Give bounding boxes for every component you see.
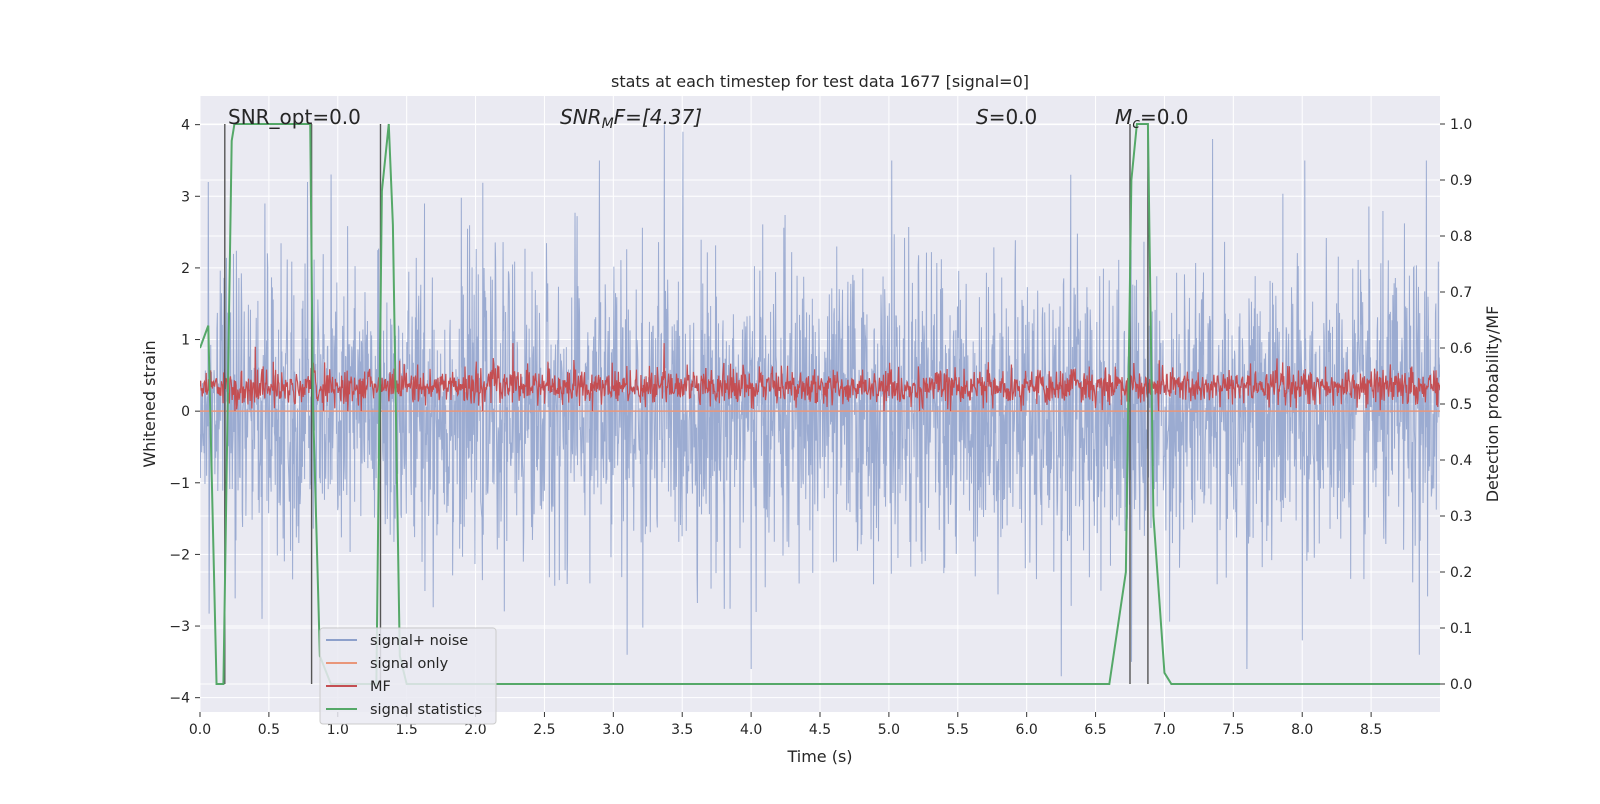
x-tick-label: 0.5 [258,722,280,738]
y-tick-label-right: 0.8 [1450,229,1472,245]
x-tick-label: 3.0 [602,722,624,738]
x-tick-label: 6.5 [1084,722,1106,738]
series-signal-plus-noise [200,124,1440,677]
y-tick-label-right: 0.0 [1450,677,1472,693]
y-axis-label-left: Whitened strain [140,340,159,467]
y-tick-label-right: 0.9 [1450,173,1472,189]
x-tick-label: 4.5 [809,722,831,738]
x-tick-label: 1.0 [327,722,349,738]
x-tick-label: 5.0 [878,722,900,738]
series [200,123,1440,685]
x-tick-label: 8.5 [1360,722,1382,738]
y-tick-label-left: 0 [181,404,190,420]
y-tick-label-right: 0.7 [1450,285,1472,301]
x-tick-label: 1.5 [396,722,418,738]
x-tick-label: 8.0 [1291,722,1313,738]
y-tick-label-left: −2 [169,547,190,563]
x-tick-label: 7.0 [1153,722,1175,738]
y-tick-label-left: −1 [169,476,190,492]
y-tick-label-right: 0.2 [1450,565,1472,581]
ticks: 0.0 0.5 1.0 1.5 2.0 2.5 3.0 3.5 4.0 4.5 5.0 5.5 6.0 6… [169,117,1472,738]
x-tick-label: 5.5 [947,722,969,738]
y-tick-label-left: 3 [181,189,190,205]
x-tick-label: 6.0 [1016,722,1038,738]
y-tick-label-right: 1.0 [1450,117,1472,133]
y-tick-label-left: −3 [169,619,190,635]
x-tick-label: 4.0 [740,722,762,738]
legend-box [319,627,497,725]
x-tick-label: 2.5 [533,722,555,738]
series-mf [200,343,1440,412]
x-axis-label: Time (s) [786,747,852,766]
y-tick-label-right: 0.1 [1450,621,1472,637]
legend-label-signal: signal only [370,656,449,672]
legend-label-stats: signal statistics [370,702,482,718]
x-tick-label: 0.0 [189,722,211,738]
y-tick-label-left: 2 [181,261,190,277]
annotation-snr-mf: SNRMF=[4.37] [560,105,702,132]
y-tick-label-right: 0.6 [1450,341,1472,357]
x-tick-label: 7.5 [1222,722,1244,738]
y-tick-label-right: 0.3 [1450,509,1472,525]
legend-label-noise: signal+ noise [370,633,468,649]
y-tick-label-left: 1 [181,333,190,349]
legend: signal+ noise signal only MF signal stat… [319,627,497,725]
y-tick-label-right: 0.5 [1450,397,1472,413]
chart-title: stats at each timestep for test data 167… [611,72,1029,91]
y-tick-label-left: −4 [169,691,190,707]
annotation-snr-opt: SNR_opt=0.0 [228,105,361,129]
series-signal-statistics [200,123,1440,685]
y-axis-label-right: Detection probability/MF [1483,306,1502,503]
x-tick-label: 3.5 [671,722,693,738]
x-tick-label: 2.0 [464,722,486,738]
annotation-s: S=0.0 [976,105,1037,129]
y-tick-label-left: 4 [181,118,190,134]
legend-label-mf: MF [370,679,391,695]
annotation-mc: Mc=0.0 [1115,105,1189,132]
y-tick-label-right: 0.4 [1450,453,1472,469]
